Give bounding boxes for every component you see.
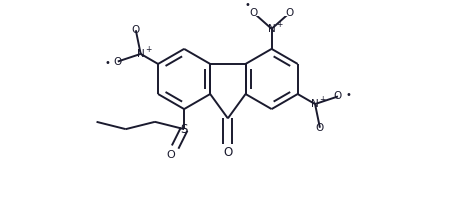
Text: O: O [285, 8, 294, 18]
Text: O: O [167, 150, 175, 160]
Text: O: O [223, 146, 232, 159]
Text: N: N [311, 99, 319, 109]
Text: •: • [105, 58, 111, 68]
Text: •: • [345, 90, 351, 100]
Text: S: S [180, 123, 188, 136]
Text: O: O [132, 25, 140, 35]
Text: N: N [137, 49, 145, 59]
Text: +: + [319, 95, 326, 104]
Text: O: O [316, 123, 324, 133]
Text: O: O [114, 57, 122, 67]
Text: +: + [276, 20, 282, 29]
Text: N: N [268, 24, 275, 34]
Text: O: O [334, 91, 342, 101]
Text: O: O [250, 8, 258, 18]
Text: +: + [145, 45, 151, 54]
Text: •: • [244, 0, 250, 10]
